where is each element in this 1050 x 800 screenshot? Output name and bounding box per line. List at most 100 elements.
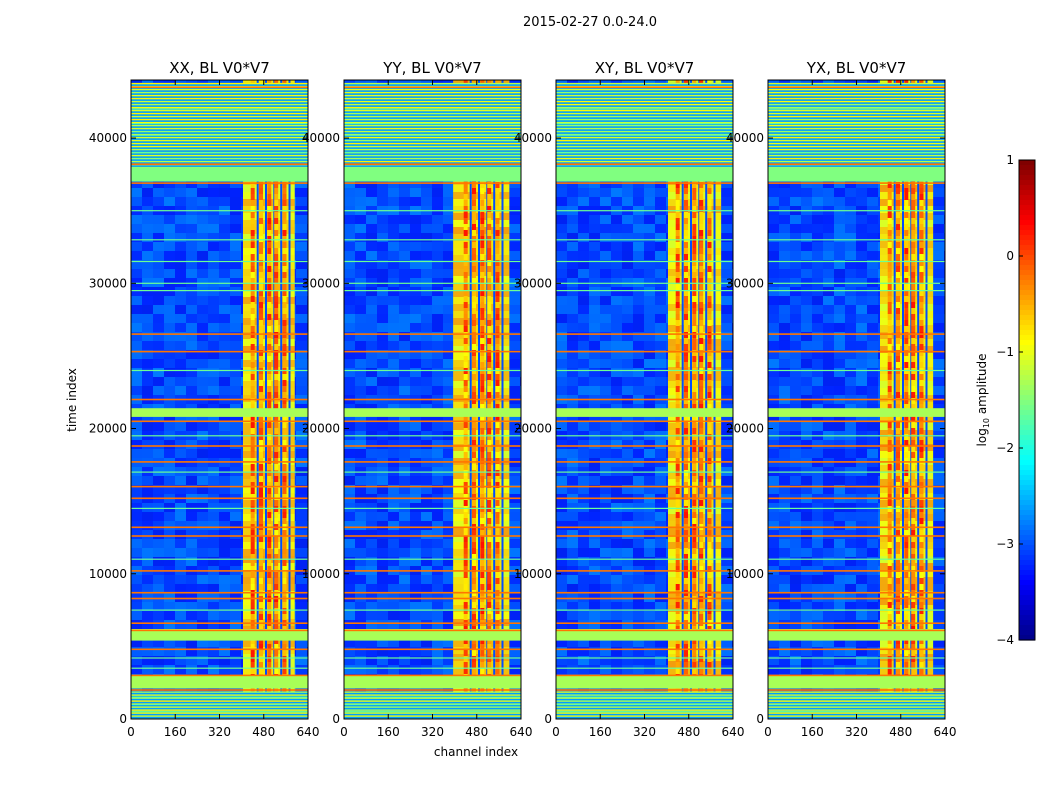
x-tick-label: 320	[208, 725, 231, 739]
noise-cell	[721, 377, 732, 386]
noise-cell	[399, 368, 410, 377]
flagged-row-line	[344, 694, 521, 696]
flagged-row-line	[131, 109, 308, 112]
noise-cell	[366, 233, 377, 242]
noise-cell	[208, 620, 219, 629]
noise-cell	[296, 233, 307, 242]
noise-cell	[208, 584, 219, 593]
noise-cell	[296, 656, 307, 665]
rfi-column-cell	[267, 572, 272, 578]
rfi-column-cell	[259, 422, 263, 428]
noise-cell	[732, 530, 733, 539]
rfi-column-cell	[282, 278, 287, 284]
noise-cell	[520, 80, 521, 89]
noise-cell	[230, 215, 241, 224]
noise-cell	[230, 386, 241, 395]
noise-cell	[366, 575, 377, 584]
noise-cell	[399, 422, 410, 431]
rfi-column-cell	[274, 686, 279, 692]
noise-cell	[219, 359, 230, 368]
rfi-column-cell	[495, 662, 500, 668]
noise-cell	[399, 647, 410, 656]
rfi-column-cell	[267, 560, 272, 566]
noise-cell	[399, 503, 410, 512]
rfi-column-cell	[250, 332, 255, 338]
noise-cell	[377, 602, 388, 611]
rfi-column-cell	[487, 338, 492, 344]
rfi-column-cell	[267, 380, 272, 386]
noise-cell	[296, 512, 307, 521]
rfi-column-cell	[250, 416, 255, 422]
noise-cell	[131, 251, 142, 260]
rfi-column-cell	[274, 422, 279, 428]
rfi-column-cell	[259, 338, 263, 344]
rfi-column-cell	[487, 398, 492, 404]
noise-cell	[197, 296, 208, 305]
rfi-column-cell	[259, 230, 263, 236]
noise-cell	[175, 278, 186, 287]
noise-cell	[633, 215, 644, 224]
rfi-column-cell	[267, 278, 272, 284]
noise-cell	[633, 593, 644, 602]
noise-cell	[633, 512, 644, 521]
noise-cell	[219, 350, 230, 359]
noise-cell	[388, 638, 399, 647]
noise-cell	[520, 485, 521, 494]
noise-cell	[600, 323, 611, 332]
noise-cell	[219, 584, 230, 593]
noise-cell	[633, 332, 644, 341]
noise-cell	[230, 188, 241, 197]
noise-cell	[230, 638, 241, 647]
rfi-column-cell	[267, 230, 272, 236]
rfi-column-cell	[487, 494, 492, 500]
rfi-column-cell	[487, 536, 492, 542]
noise-cell	[175, 224, 186, 233]
noise-cell	[208, 359, 219, 368]
noise-cell	[219, 512, 230, 521]
noise-cell	[366, 530, 377, 539]
noise-cell	[644, 521, 655, 530]
noise-cell	[355, 350, 366, 359]
noise-cell	[307, 251, 308, 260]
rfi-column-cell	[487, 458, 492, 464]
rfi-column-cell	[282, 584, 287, 590]
noise-cell	[219, 305, 230, 314]
noise-cell	[432, 377, 443, 386]
noise-cell	[432, 575, 443, 584]
rfi-column-cell	[259, 314, 263, 320]
rfi-column-cell	[250, 512, 255, 518]
noise-cell	[432, 593, 443, 602]
noise-cell	[307, 449, 308, 458]
rfi-column-cell	[274, 482, 279, 488]
rfi-column-cell	[472, 398, 476, 404]
noise-cell	[655, 224, 666, 233]
noise-cell	[732, 224, 733, 233]
noise-cell	[578, 521, 589, 530]
noise-cell	[197, 251, 208, 260]
rfi-column-cell	[274, 542, 279, 548]
noise-cell	[377, 485, 388, 494]
rfi-column-cell	[463, 572, 468, 578]
heatmap-panels: XX, BL V0*V70 160 320 480 640010000200003000…	[89, 59, 957, 739]
noise-cell	[142, 341, 153, 350]
rfi-column-cell	[480, 446, 485, 452]
noise-cell	[366, 278, 377, 287]
row-line	[344, 471, 521, 473]
noise-cell	[567, 269, 578, 278]
rfi-column-cell	[487, 662, 492, 668]
rfi-column-cell	[267, 638, 272, 644]
noise-cell	[377, 332, 388, 341]
row-line	[131, 210, 308, 212]
noise-cell	[219, 323, 230, 332]
noise-cell	[153, 611, 164, 620]
noise-cell	[164, 413, 175, 422]
noise-cell	[388, 251, 399, 260]
rfi-column-cell	[463, 494, 468, 500]
rfi-column-cell	[267, 374, 272, 380]
noise-cell	[432, 647, 443, 656]
noise-cell	[208, 269, 219, 278]
noise-cell	[377, 422, 388, 431]
noise-cell	[589, 386, 600, 395]
noise-cell	[131, 530, 142, 539]
noise-cell	[388, 476, 399, 485]
